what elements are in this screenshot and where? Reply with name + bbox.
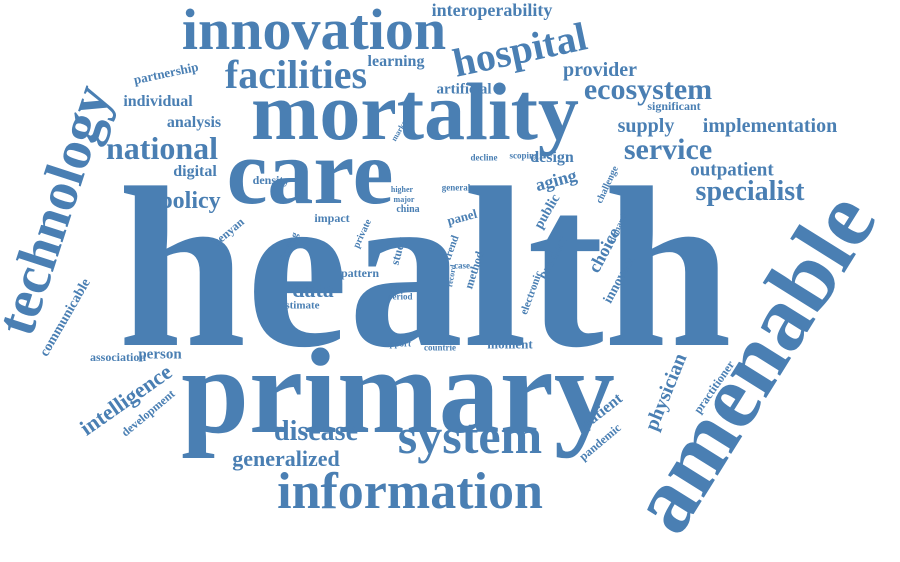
word-primary: primary: [181, 324, 615, 459]
word-outpatient: outpatient: [690, 159, 774, 181]
word-initial: initial: [389, 282, 407, 291]
word-ecosystem: ecosystem: [583, 73, 713, 106]
word-association: association: [89, 350, 147, 364]
word-moment: moment: [487, 336, 533, 352]
word-generalized: generalized: [232, 446, 340, 471]
word-decline: decline: [470, 152, 498, 163]
word-partnership: partnership: [132, 58, 200, 88]
word-disease: disease: [274, 416, 358, 447]
word-analysis: analysis: [166, 114, 222, 131]
word-innovation: innovation: [181, 0, 447, 62]
word-digital: digital: [173, 163, 217, 180]
word-interoperability: interoperability: [431, 0, 553, 20]
word-higher: higher: [390, 185, 414, 194]
word-scoping: scoping: [509, 150, 539, 161]
word-estimate: estimate: [280, 299, 320, 312]
word-system: system: [397, 408, 543, 464]
word-impact: impact: [314, 211, 350, 225]
word-individual: individual: [123, 93, 193, 110]
word-data: data: [292, 277, 334, 302]
word-significant: significant: [647, 99, 701, 113]
word-density: density: [252, 173, 290, 187]
word-period: period: [387, 291, 413, 302]
word-health: health: [118, 140, 732, 395]
word-major: major: [393, 195, 415, 204]
word-national: national: [105, 130, 219, 166]
word-specialist: specialist: [695, 176, 805, 207]
word-general: general: [441, 182, 471, 193]
word-case: case: [454, 260, 470, 271]
word-supply: supply: [617, 115, 675, 137]
word-service: service: [623, 133, 713, 166]
word-technology: technology: [0, 77, 124, 343]
word-support: support: [380, 338, 412, 349]
word-facilities: facilities: [224, 52, 368, 97]
word-person: person: [138, 346, 182, 363]
word-policy: policy: [159, 188, 221, 214]
word-china: china: [396, 204, 420, 215]
word-provider: provider: [562, 59, 638, 81]
word-mortality: mortality: [251, 66, 579, 157]
word-pattern: pattern: [341, 266, 379, 280]
word-implementation: implementation: [702, 115, 838, 137]
word-artificial: artificial: [436, 81, 492, 98]
word-learning: learning: [367, 53, 425, 70]
word-countrie: countrie: [424, 342, 456, 353]
word-design: design: [530, 149, 574, 166]
word-information: information: [277, 463, 543, 520]
word-care: care: [226, 121, 394, 223]
